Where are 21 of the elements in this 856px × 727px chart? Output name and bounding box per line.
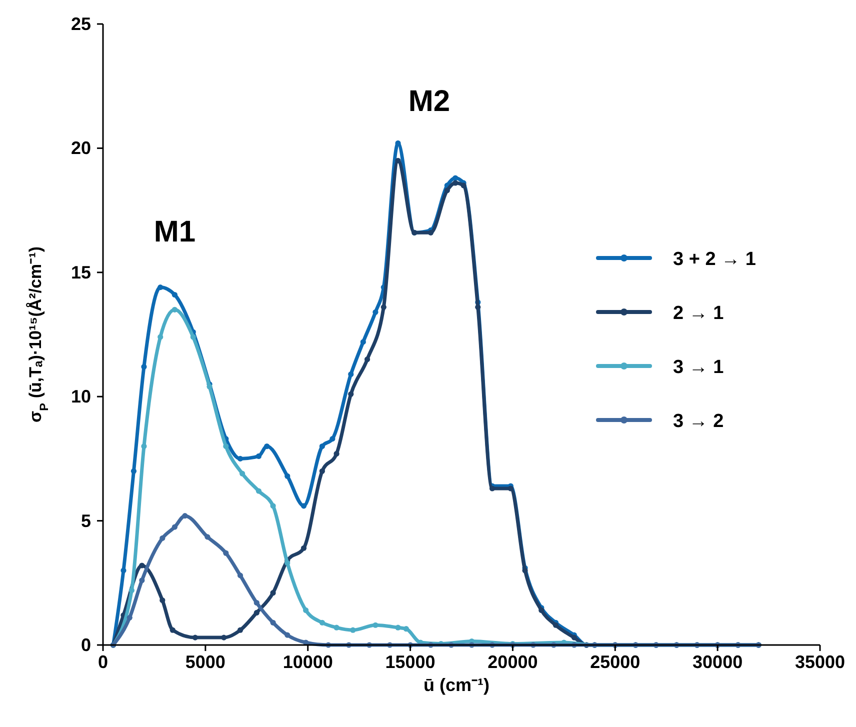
- annotation: M1: [154, 215, 196, 248]
- x-axis-title: ū (cm⁻¹): [424, 675, 490, 695]
- y-tick-label: 20: [70, 138, 91, 158]
- y-tick-label: 15: [70, 262, 91, 282]
- x-tick-label: 20000: [488, 652, 538, 672]
- x-tick-label: 0: [98, 652, 108, 672]
- x-tick-label: 35000: [794, 652, 846, 672]
- y-tick-label: 10: [70, 386, 91, 407]
- x-tick-label: 5000: [185, 652, 226, 672]
- y-tick-label: 0: [80, 635, 91, 655]
- x-tick-label: 30000: [692, 652, 743, 672]
- x-tick-label: 15000: [385, 652, 436, 672]
- legend-label: 3 → 2: [673, 411, 724, 432]
- x-tick-label: 10000: [282, 652, 333, 672]
- y-tick-label: 25: [70, 14, 91, 34]
- annotation: M2: [408, 84, 450, 118]
- legend-label: 3 + 2 → 1: [673, 249, 756, 270]
- legend-label: 2 → 1: [673, 303, 724, 324]
- y-tick-label: 5: [80, 510, 91, 531]
- legend-label: 3 → 1: [673, 357, 724, 378]
- x-tick-label: 25000: [590, 652, 640, 672]
